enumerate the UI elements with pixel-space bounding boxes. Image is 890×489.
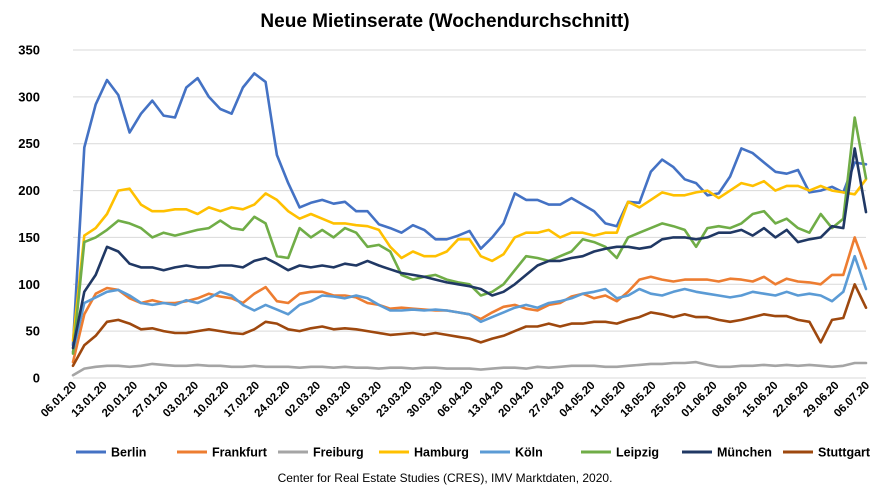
legend-label-leipzig: Leipzig bbox=[616, 446, 659, 460]
legend-label-frankfurt: Frankfurt bbox=[212, 446, 268, 460]
series-lines bbox=[71, 72, 868, 377]
legend-label-freiburg: Freiburg bbox=[313, 446, 364, 460]
series-line-hamburg bbox=[71, 178, 868, 342]
y-tick-label: 300 bbox=[18, 89, 40, 104]
series-line-berlin bbox=[71, 72, 868, 347]
source-note: Center for Real Estate Studies (CRES), I… bbox=[278, 471, 613, 485]
chart-title: Neue Mietinserate (Wochendurchschnitt) bbox=[260, 11, 629, 32]
legend-label-koeln: Köln bbox=[515, 446, 543, 460]
series-line-stuttgart bbox=[71, 282, 868, 368]
y-axis: 0 50 100 150 200 250 300 350 bbox=[18, 43, 40, 386]
grid bbox=[73, 49, 866, 379]
legend-label-muenchen: München bbox=[717, 446, 772, 460]
legend-label-berlin: Berlin bbox=[111, 446, 146, 460]
legend: Berlin Frankfurt Freiburg Hamburg Köln Leipzi… bbox=[76, 446, 871, 460]
legend-label-stuttgart: Stuttgart bbox=[818, 446, 871, 460]
series-line-muenchen bbox=[71, 147, 868, 350]
y-tick-label: 100 bbox=[18, 277, 40, 292]
y-tick-label: 250 bbox=[18, 136, 40, 151]
y-tick-label: 150 bbox=[18, 230, 40, 245]
legend-label-hamburg: Hamburg bbox=[414, 446, 469, 460]
series-line-freiburg bbox=[71, 360, 868, 377]
y-tick-label: 50 bbox=[26, 324, 40, 339]
series-line-frankfurt bbox=[71, 236, 868, 364]
x-axis: 06.01.2013.01.2020.01.2027.01.2003.02.20… bbox=[39, 380, 872, 420]
y-tick-label: 200 bbox=[18, 183, 40, 198]
y-tick-label: 350 bbox=[18, 43, 40, 58]
y-tick-label: 0 bbox=[33, 371, 40, 386]
series-line-koeln bbox=[71, 254, 868, 354]
series-line-leipzig bbox=[71, 116, 868, 355]
